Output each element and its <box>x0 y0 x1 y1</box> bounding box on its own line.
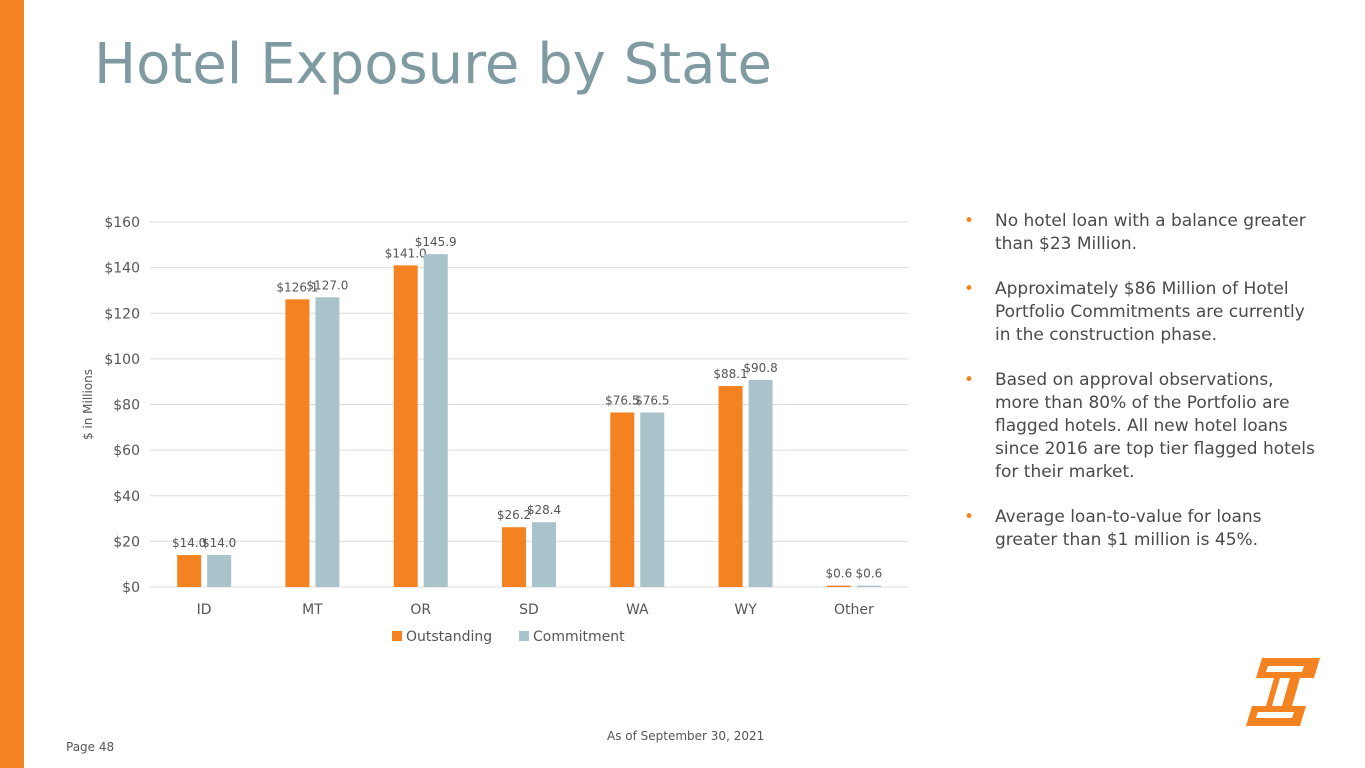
data-label: $145.9 <box>415 235 457 249</box>
bar-outstanding <box>610 412 635 587</box>
y-tick-label: $20 <box>113 534 140 550</box>
y-tick-label: $0 <box>122 580 140 596</box>
legend-label: Commitment <box>533 629 625 645</box>
bullet-dot-icon: • <box>964 279 975 299</box>
page-title: Hotel Exposure by State <box>94 32 772 97</box>
x-tick-label: SD <box>519 602 539 618</box>
company-logo-icon <box>1246 658 1320 726</box>
bullet-dot-icon: • <box>964 370 975 390</box>
y-tick-label: $160 <box>104 215 140 231</box>
hotel-exposure-bar-chart: $0 $20 $40 $60 $80 $100 $120 $140 $160 $ in Milli… <box>81 215 908 645</box>
bar-commitment <box>748 379 773 587</box>
data-label: $28.4 <box>527 503 561 517</box>
bar-outstanding <box>177 555 202 587</box>
y-tick-label: $40 <box>113 489 140 505</box>
x-tick-label: WY <box>734 602 757 618</box>
bullet-dot-icon: • <box>964 211 975 231</box>
page-number: Page 48 <box>66 740 115 754</box>
bullet-dot-icon: • <box>964 507 975 527</box>
bullet-item: • No hotel loan with a balance greater th… <box>962 210 1322 256</box>
bullet-text: Average loan-to-value for loans greater … <box>995 507 1262 550</box>
x-tick-label: Other <box>834 602 874 618</box>
bar-commitment <box>532 522 556 587</box>
bullet-text: Approximately $86 Million of Hotel Portf… <box>995 279 1305 345</box>
data-label: $127.0 <box>306 278 348 292</box>
bar-commitment <box>423 254 448 587</box>
data-label: $141.0 <box>385 246 427 260</box>
x-tick-label: MT <box>302 602 323 618</box>
data-label: $14.0 <box>202 536 236 550</box>
legend-swatch-commitment <box>519 631 529 641</box>
bullet-item: • Approximately $86 Million of Hotel Port… <box>962 278 1322 347</box>
data-label: $126.1 <box>276 280 318 294</box>
y-tick-label: $60 <box>113 443 140 459</box>
legend-swatch-outstanding <box>392 631 402 641</box>
data-label: $26.2 <box>497 508 531 522</box>
x-tick-label: ID <box>197 602 212 618</box>
bullet-text: No hotel loan with a balance greater tha… <box>995 211 1306 254</box>
data-label: $0.6 <box>855 567 882 581</box>
data-label: $0.6 <box>825 567 852 581</box>
bar-commitment <box>640 412 665 587</box>
bar-outstanding <box>718 386 743 587</box>
bullet-item: • Based on approval observations, more th… <box>962 369 1322 484</box>
bar-commitment <box>856 585 881 587</box>
x-tick-label: OR <box>410 602 431 618</box>
bar-outstanding <box>393 265 418 587</box>
bullet-list: • No hotel loan with a balance greater th… <box>962 210 1322 574</box>
y-axis-label: $ in Millions <box>81 369 95 440</box>
data-label: $76.5 <box>605 393 639 407</box>
data-label: $76.5 <box>635 393 669 407</box>
bar-outstanding <box>826 585 851 587</box>
as-of-date: As of September 30, 2021 <box>607 729 765 743</box>
bar-commitment <box>207 555 232 587</box>
data-label: $88.1 <box>713 367 747 381</box>
bullet-text: Based on approval observations, more tha… <box>995 370 1315 482</box>
bullet-item: • Average loan-to-value for loans greater… <box>962 506 1322 552</box>
bar-outstanding <box>502 527 526 587</box>
data-label: $14.0 <box>172 536 206 550</box>
y-tick-label: $140 <box>104 261 140 277</box>
legend-label: Outstanding <box>406 629 492 645</box>
y-tick-label: $100 <box>104 352 140 368</box>
y-tick-label: $80 <box>113 398 140 414</box>
bar-commitment <box>315 297 340 587</box>
bar-outstanding <box>285 299 310 587</box>
data-label: $90.8 <box>743 361 777 375</box>
accent-side-bar <box>0 0 24 768</box>
x-tick-label: WA <box>626 602 649 618</box>
y-tick-label: $120 <box>104 306 140 322</box>
